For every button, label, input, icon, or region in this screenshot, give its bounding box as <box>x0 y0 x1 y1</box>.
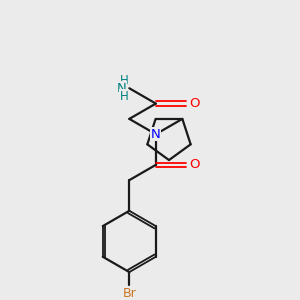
Text: N: N <box>116 82 126 95</box>
Text: O: O <box>189 158 200 171</box>
Text: H: H <box>120 74 128 87</box>
Text: Br: Br <box>122 287 136 300</box>
Text: H: H <box>120 90 128 103</box>
Text: O: O <box>189 97 200 110</box>
Text: N: N <box>151 128 161 141</box>
